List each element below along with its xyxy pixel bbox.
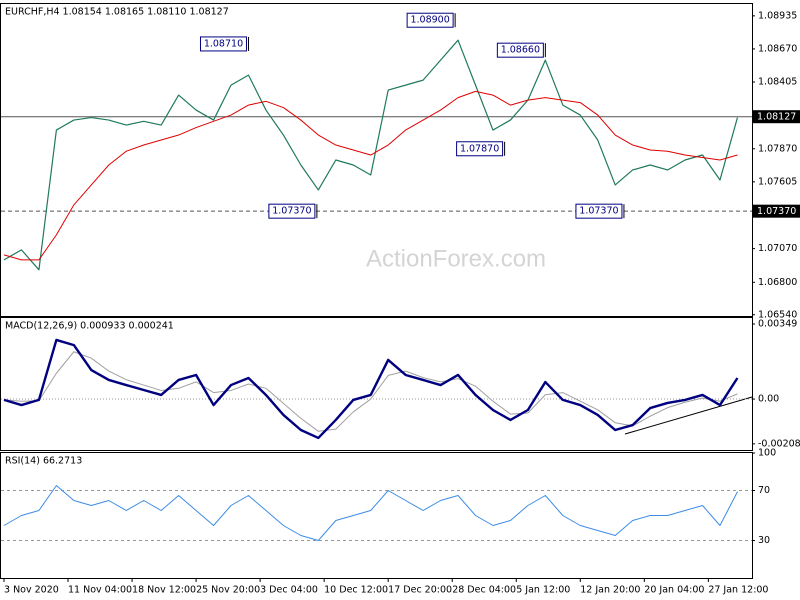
level-label: 1.07370 xyxy=(757,206,796,217)
series-line xyxy=(3,338,739,440)
level-label-box xyxy=(753,204,800,218)
trend-line xyxy=(624,396,753,435)
panel-title: EURCHF,H4 1.08154 1.08165 1.08110 1.0812… xyxy=(5,7,229,18)
y-tick-label: 30 xyxy=(758,535,770,546)
macd-panel xyxy=(0,317,753,451)
y-tick-label: 1.06540 xyxy=(758,309,797,320)
annotation-label: 1.07870 xyxy=(460,143,499,154)
x-tick-label: 17 Dec 20:00 xyxy=(388,585,452,596)
annotation-label: 1.07370 xyxy=(272,206,311,217)
annotation-label: 1.07370 xyxy=(579,206,618,217)
rsi-panel xyxy=(0,452,753,579)
x-tick-label: 3 Dec 04:00 xyxy=(260,585,318,596)
y-tick-label: -0.002083 xyxy=(758,438,800,449)
x-tick-label: 25 Nov 20:00 xyxy=(196,585,260,596)
panel-title: RSI(14) 66.2713 xyxy=(5,456,82,467)
panel-title: MACD(12,26,9) 0.000933 0.000241 xyxy=(5,321,174,332)
series-line xyxy=(3,39,739,271)
x-tick-label: 20 Jan 04:00 xyxy=(644,585,704,596)
y-tick-label: 1.06800 xyxy=(758,277,797,288)
y-tick-label: 1.08405 xyxy=(758,77,797,88)
x-tick-label: 27 Jan 12:00 xyxy=(708,585,768,596)
x-tick-label: 11 Nov 04:00 xyxy=(68,585,132,596)
level-label: 1.08127 xyxy=(757,112,796,123)
y-tick-label: 1.08670 xyxy=(758,43,797,54)
y-tick-label: 100 xyxy=(758,448,776,459)
x-tick-label: 5 Jan 12:00 xyxy=(516,585,570,596)
annotation-label: 1.08710 xyxy=(204,38,243,49)
y-tick-label: 1.07070 xyxy=(758,243,797,254)
series-line xyxy=(3,351,738,432)
series-line xyxy=(3,90,738,261)
y-tick-label: 70 xyxy=(758,485,770,496)
y-tick-label: 0.00 xyxy=(758,394,779,405)
annotation-box xyxy=(199,36,247,52)
y-tick-label: 0.00349 xyxy=(758,319,797,330)
annotation-box xyxy=(406,12,454,28)
x-tick-label: 18 Nov 12:00 xyxy=(132,585,196,596)
series-line xyxy=(3,485,738,541)
y-tick-label: 1.07605 xyxy=(758,176,797,187)
x-tick-label: 10 Dec 12:00 xyxy=(324,585,388,596)
annotation-label: 1.08660 xyxy=(501,45,540,56)
annotation-label: 1.08900 xyxy=(410,15,449,26)
annotation-box xyxy=(456,141,504,157)
y-tick-label: 1.07870 xyxy=(758,143,797,154)
y-tick-label: 1.08935 xyxy=(758,10,797,21)
annotation-box xyxy=(575,203,623,219)
x-tick-label: 12 Jan 20:00 xyxy=(580,585,640,596)
price-panel xyxy=(0,3,753,317)
annotation-box xyxy=(268,203,316,219)
x-tick-label: 28 Dec 04:00 xyxy=(452,585,516,596)
annotation-box xyxy=(496,42,544,58)
level-label-box xyxy=(753,110,800,124)
watermark: ActionForex.com xyxy=(366,245,546,272)
x-tick-label: 3 Nov 2020 xyxy=(4,585,59,596)
